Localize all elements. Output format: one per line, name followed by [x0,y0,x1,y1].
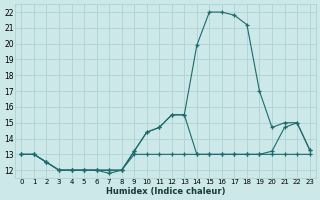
X-axis label: Humidex (Indice chaleur): Humidex (Indice chaleur) [106,187,225,196]
